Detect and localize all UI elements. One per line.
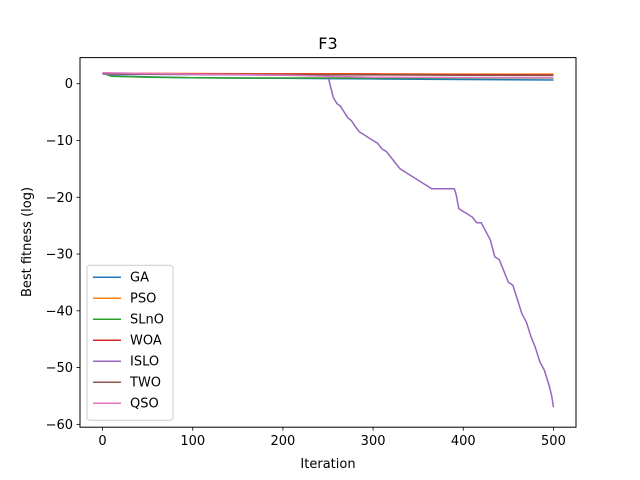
x-tick-label: 500 [541, 434, 566, 449]
legend: GA PSO SLnO WOA ISLO TWO QSO [86, 264, 174, 421]
y-tick-label: −50 [46, 361, 73, 376]
legend-label-qso: QSO [130, 397, 159, 412]
legend-label-pso: PSO [130, 292, 156, 307]
x-axis-label: Iteration [300, 457, 355, 472]
x-tick-label: 300 [361, 434, 386, 449]
legend-label-two: TWO [129, 376, 161, 391]
legend-label-ga: GA [130, 271, 149, 286]
y-tick-label: 0 [65, 77, 73, 92]
y-axis-label: Best fitness (log) [20, 187, 35, 297]
plot-frame [79, 57, 577, 428]
legend-label-slno: SLnO [130, 313, 164, 328]
y-tick-label: −10 [46, 134, 73, 149]
legend-label-woa: WOA [130, 334, 162, 349]
series-line-islo [102, 73, 555, 408]
y-tick-label: −60 [46, 418, 73, 433]
x-ticks: 0 100 200 300 400 500 [98, 427, 566, 449]
series-layer [102, 71, 555, 408]
y-tick-label: −20 [46, 191, 73, 206]
legend-label-islo: ISLO [130, 355, 159, 370]
y-tick-label: −40 [46, 304, 73, 319]
x-tick-label: 400 [451, 434, 476, 449]
x-tick-label: 200 [270, 434, 295, 449]
chart-title: F3 [318, 34, 337, 53]
x-tick-label: 100 [180, 434, 205, 449]
series-line-qso [102, 71, 554, 79]
y-ticks: 0 −10 −20 −30 −40 −50 −60 [46, 77, 80, 433]
y-tick-label: −30 [46, 248, 73, 263]
x-tick-label: 0 [98, 434, 106, 449]
